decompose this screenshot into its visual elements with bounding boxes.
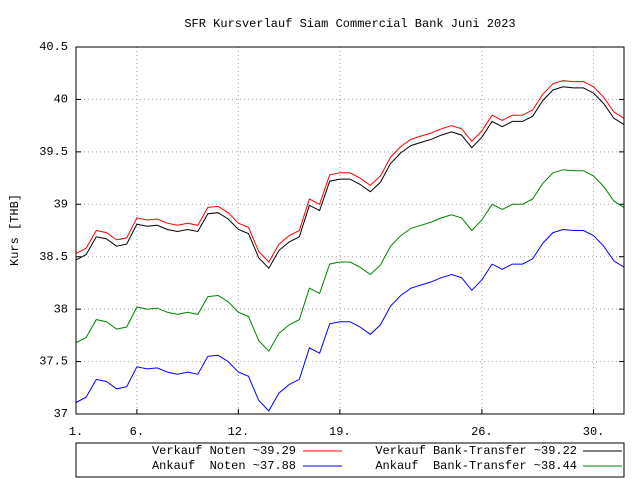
- x-tick-label: 19.: [329, 425, 351, 439]
- y-tick-label: 37: [54, 407, 68, 421]
- plot-frame: [75, 46, 625, 415]
- y-tick-label: 39.5: [39, 145, 68, 159]
- y-tick-label: 40: [54, 93, 68, 107]
- chart-title: SFR Kursverlauf Siam Commercial Bank Jun…: [184, 17, 515, 31]
- y-tick-label: 39: [54, 197, 68, 211]
- y-tick-label: 37.5: [39, 355, 68, 369]
- x-tick-label: 1.: [69, 425, 83, 439]
- x-tick-label: 26.: [471, 425, 493, 439]
- y-axis-label: Kurs [THB]: [8, 194, 22, 266]
- x-tick-label: 6.: [130, 425, 144, 439]
- series-line: [75, 169, 625, 352]
- x-tick-label: 30.: [583, 425, 605, 439]
- legend-box: [75, 442, 625, 478]
- x-tick-label: 12.: [228, 425, 250, 439]
- series-line: [75, 228, 625, 412]
- y-tick-label: 38.5: [39, 250, 68, 264]
- legend-label: Ankauf Noten ~37.88: [152, 459, 296, 473]
- y-tick-label: 40.5: [39, 40, 68, 54]
- y-tick-label: 38: [54, 302, 68, 316]
- legend-label: Verkauf Bank-Transfer ~39.22: [375, 444, 577, 458]
- series-line: [75, 80, 625, 263]
- series-line: [75, 86, 625, 270]
- legend-label: Ankauf Bank-Transfer ~38.44: [375, 459, 577, 473]
- legend-label: Verkauf Noten ~39.29: [152, 444, 296, 458]
